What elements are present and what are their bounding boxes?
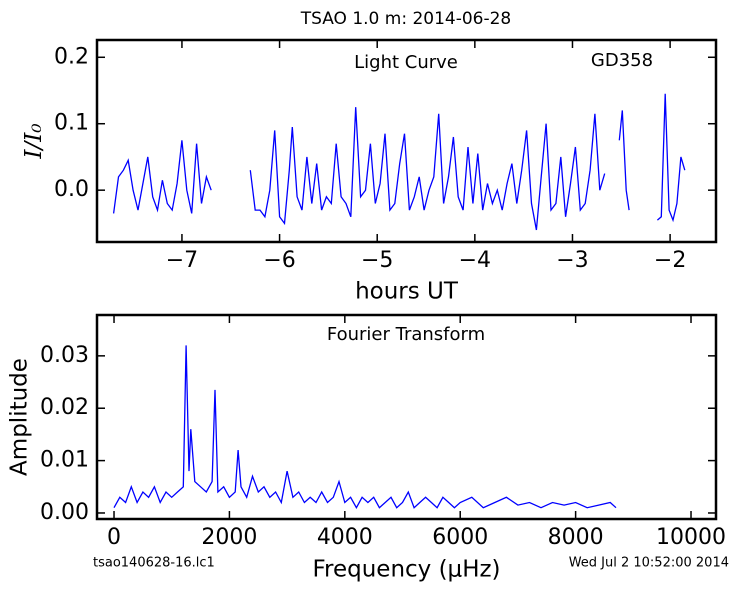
figure-title: TSAO 1.0 m: 2014-06-28 — [300, 9, 512, 29]
y-tick-label: 0.2 — [54, 44, 89, 69]
footer-left: tsao140628-16.lc1 — [93, 556, 215, 571]
x-tick-label: 8000 — [548, 525, 604, 550]
panel-title: Light Curve — [354, 52, 458, 73]
y-tick-label: 0.00 — [40, 500, 89, 525]
axes-frame — [95, 38, 718, 244]
x-tick-label: 2000 — [201, 525, 257, 550]
x-tick-label: −7 — [166, 248, 198, 273]
y-tick-label: 0.0 — [54, 177, 89, 202]
x-tick-label: −3 — [556, 248, 588, 273]
x-tick-label: 10000 — [656, 525, 726, 550]
y-tick-label: 0.01 — [40, 448, 89, 473]
x-tick-label: −5 — [361, 248, 393, 273]
x-tick-label: 0 — [107, 525, 121, 550]
y-tick-label: 0.02 — [40, 395, 89, 420]
x-axis-label: hours UT — [355, 279, 459, 305]
axes-frame — [95, 313, 718, 521]
y-axis-label: I/I₀ — [21, 123, 47, 159]
data-line — [113, 345, 617, 510]
footer-right: Wed Jul 2 10:52:00 2014 — [569, 556, 729, 571]
x-tick-label: −2 — [654, 248, 686, 273]
data-line — [112, 93, 686, 231]
panel-title: Fourier Transform — [327, 324, 485, 345]
y-tick-label: 0.03 — [40, 343, 89, 368]
x-tick-label: 4000 — [317, 525, 373, 550]
x-tick-label: −6 — [263, 248, 295, 273]
x-tick-label: 6000 — [432, 525, 488, 550]
annotation: GD358 — [591, 50, 653, 71]
y-axis-label: Amplitude — [7, 358, 33, 476]
y-tick-label: 0.1 — [54, 111, 89, 136]
x-axis-label: Frequency (μHz) — [312, 557, 500, 583]
x-tick-label: −4 — [459, 248, 491, 273]
